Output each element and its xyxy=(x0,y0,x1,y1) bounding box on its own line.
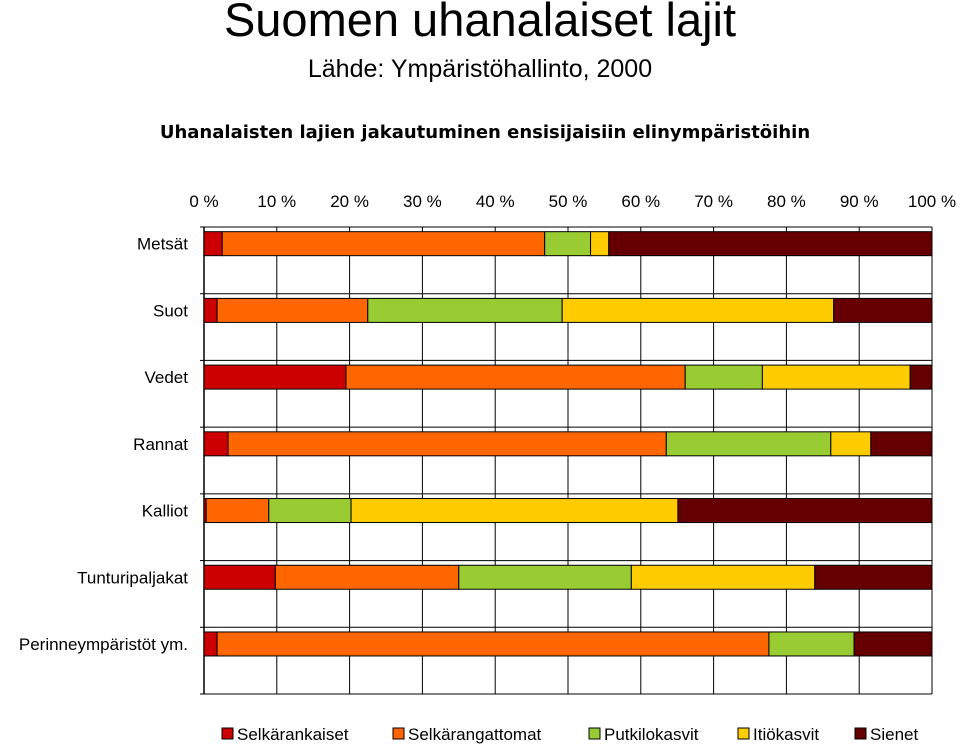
axes xyxy=(200,226,205,695)
bar-segment xyxy=(221,231,546,257)
legend-label: Selkärangattomat xyxy=(408,725,542,744)
bar-segment xyxy=(203,631,218,657)
bar-segment xyxy=(216,297,369,323)
x-tick-label: 20 % xyxy=(330,192,369,211)
bar-segment xyxy=(853,631,933,657)
bar-segment xyxy=(870,431,933,457)
category-label: Kalliot xyxy=(142,502,189,521)
legend-label: Sienet xyxy=(870,725,918,744)
legend-swatch xyxy=(221,727,234,740)
category-label: Suot xyxy=(153,301,188,320)
x-tick-label: 90 % xyxy=(840,192,879,211)
legend-label: Selkärankaiset xyxy=(237,725,349,744)
bar-segment xyxy=(590,231,610,257)
legend-swatch xyxy=(588,727,601,740)
bar-segment xyxy=(350,498,679,524)
bar-segment xyxy=(367,297,563,323)
x-tick-label: 10 % xyxy=(257,192,296,211)
gridlines xyxy=(204,226,933,695)
legend-swatch xyxy=(737,727,750,740)
x-tick-label: 0 % xyxy=(189,192,218,211)
bars xyxy=(203,231,933,657)
bar-segment xyxy=(677,498,933,524)
bar-segment xyxy=(544,231,592,257)
bar-segment xyxy=(833,297,933,323)
category-label: Rannat xyxy=(133,435,188,454)
bar-segment xyxy=(274,564,460,590)
bar-segment xyxy=(205,498,270,524)
legend-swatch xyxy=(392,727,405,740)
bar-segment xyxy=(684,364,763,390)
legend-label: Itiökasvit xyxy=(753,725,819,744)
bar-segment xyxy=(909,364,933,390)
bar-segment xyxy=(814,564,933,590)
bar-segment xyxy=(268,498,352,524)
slide-subtitle: Lähde: Ympäristöhallinto, 2000 xyxy=(307,55,653,83)
bar-segment xyxy=(203,297,218,323)
x-tick-label: 60 % xyxy=(621,192,660,211)
bar-segment xyxy=(665,431,832,457)
bar-segment xyxy=(216,631,770,657)
x-tick-label: 30 % xyxy=(403,192,442,211)
legend-swatch xyxy=(854,727,867,740)
bar-segment xyxy=(345,364,686,390)
bar-segment xyxy=(458,564,632,590)
slide-title: Suomen uhanalaiset lajit xyxy=(223,0,737,46)
bar-segment xyxy=(761,364,911,390)
bar-segment xyxy=(830,431,872,457)
bar-segment xyxy=(203,364,347,390)
category-label: Vedet xyxy=(145,368,189,387)
bar-segment xyxy=(227,431,667,457)
bar-segment xyxy=(203,564,276,590)
bar-segment xyxy=(561,297,835,323)
category-label: Metsät xyxy=(137,235,188,254)
x-tick-label: 70 % xyxy=(694,192,733,211)
x-tick-label: 50 % xyxy=(549,192,588,211)
chart-title: Uhanalaisten lajien jakautuminen ensisij… xyxy=(160,122,810,143)
bar-segment xyxy=(203,431,229,457)
x-tick-label: 100 % xyxy=(908,192,956,211)
category-labels: Metsät Suot Vedet Rannat Kalliot Tunturipalja… xyxy=(19,235,188,654)
x-axis-ticks: 0 % 10 % 20 % 30 % 40 % 50 % 60 % 70 % 80 % 90 % 1… xyxy=(189,192,956,211)
category-label: Perinneympäristöt ym. xyxy=(19,635,188,654)
x-tick-label: 40 % xyxy=(476,192,515,211)
bar-segment xyxy=(768,631,855,657)
bar-segment xyxy=(203,231,223,257)
bar-segment xyxy=(608,231,933,257)
bar-segment xyxy=(630,564,816,590)
category-label: Tunturipaljakat xyxy=(77,568,188,587)
legend-label: Putkilokasvit xyxy=(604,725,699,744)
legend: Selkärankaiset Selkärangattomat Putkilokas… xyxy=(221,725,918,744)
x-tick-label: 80 % xyxy=(767,192,806,211)
